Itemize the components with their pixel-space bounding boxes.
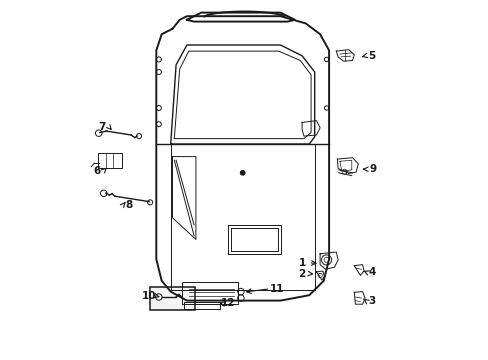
Text: 12: 12 <box>221 298 235 308</box>
Text: 7: 7 <box>99 122 106 132</box>
Text: 4: 4 <box>368 267 375 277</box>
Text: 1: 1 <box>298 258 305 268</box>
Text: 6: 6 <box>93 166 101 176</box>
Text: 10: 10 <box>142 291 156 301</box>
Text: 11: 11 <box>269 284 284 294</box>
Text: 8: 8 <box>125 200 133 210</box>
FancyBboxPatch shape <box>150 287 194 310</box>
Text: 2: 2 <box>298 269 305 279</box>
Text: 3: 3 <box>368 296 375 306</box>
Text: 9: 9 <box>369 164 376 174</box>
Circle shape <box>240 171 244 175</box>
Text: 5: 5 <box>368 51 375 61</box>
